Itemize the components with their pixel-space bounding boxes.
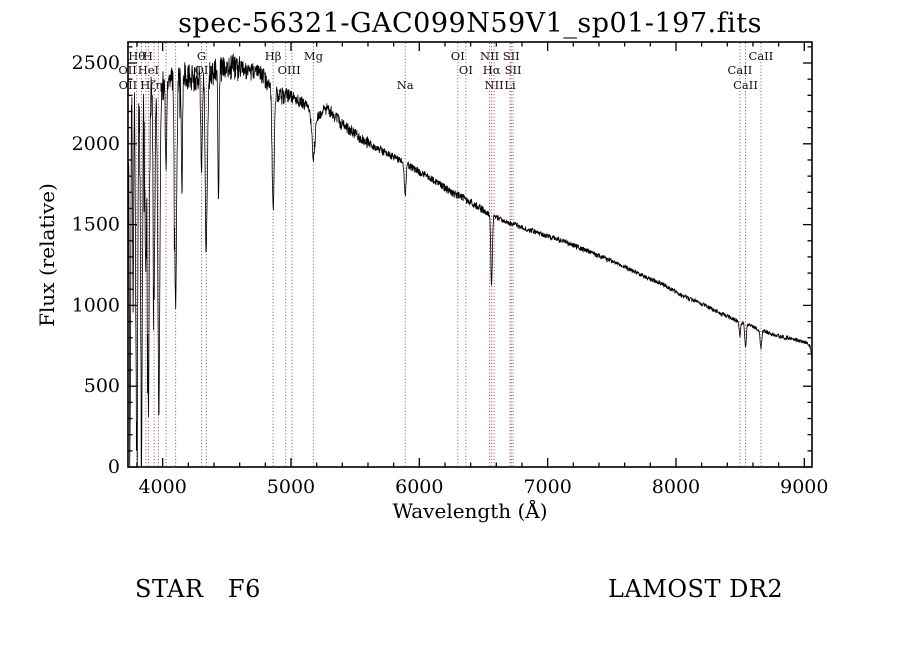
svg-text:4000: 4000 <box>138 476 186 498</box>
svg-text:SII: SII <box>505 63 522 77</box>
svg-text:G: G <box>197 49 206 63</box>
svg-text:0: 0 <box>108 456 120 478</box>
svg-text:H: H <box>143 49 153 63</box>
survey-info-block: LAMOST DR2 Obs-Date: 20130128 <box>608 537 807 649</box>
svg-text:CaII: CaII <box>749 49 774 63</box>
svg-text:OI: OI <box>451 49 465 63</box>
plot-title: spec-56321-GAC099N59V1_sp01-197.fits <box>178 8 762 39</box>
svg-text:9000: 9000 <box>780 476 828 498</box>
svg-text:OII: OII <box>118 63 137 77</box>
svg-text:1500: 1500 <box>72 214 120 236</box>
svg-text:1000: 1000 <box>72 294 120 316</box>
svg-text:2000: 2000 <box>72 133 120 155</box>
object-info-block: STAR F6 cz = −18.5 ± 0.8 km/s RA = 100.3… <box>135 537 474 649</box>
svg-text:η: η <box>155 78 162 92</box>
svg-text:7000: 7000 <box>523 476 571 498</box>
survey-name: LAMOST DR2 <box>608 575 784 603</box>
svg-text:Mg: Mg <box>304 49 324 63</box>
svg-text:Hβ: Hβ <box>265 49 282 63</box>
svg-text:OII: OII <box>119 78 138 92</box>
svg-text:CaII: CaII <box>733 78 758 92</box>
svg-text:8000: 8000 <box>652 476 700 498</box>
svg-text:SII: SII <box>503 49 520 63</box>
svg-text:2500: 2500 <box>72 52 120 74</box>
x-axis-label: Wavelength (Å) <box>392 499 548 523</box>
svg-text:NII: NII <box>480 49 499 63</box>
svg-text:5000: 5000 <box>267 476 315 498</box>
svg-text:OI: OI <box>459 63 473 77</box>
svg-text:NII: NII <box>485 78 504 92</box>
svg-text:Hα: Hα <box>483 63 501 77</box>
svg-text:OII: OII <box>194 63 213 77</box>
svg-text:OIII: OIII <box>278 63 301 77</box>
svg-text:500: 500 <box>84 375 120 397</box>
svg-text:Li: Li <box>504 78 516 92</box>
svg-text:6000: 6000 <box>395 476 443 498</box>
svg-text:CaII: CaII <box>728 63 753 77</box>
svg-text:Hθ: Hθ <box>128 49 145 63</box>
svg-text:Na: Na <box>397 78 414 92</box>
svg-text:Hζ: Hζ <box>140 78 156 92</box>
svg-text:HeI: HeI <box>138 63 159 77</box>
object-class-label: STAR F6 <box>135 575 261 603</box>
